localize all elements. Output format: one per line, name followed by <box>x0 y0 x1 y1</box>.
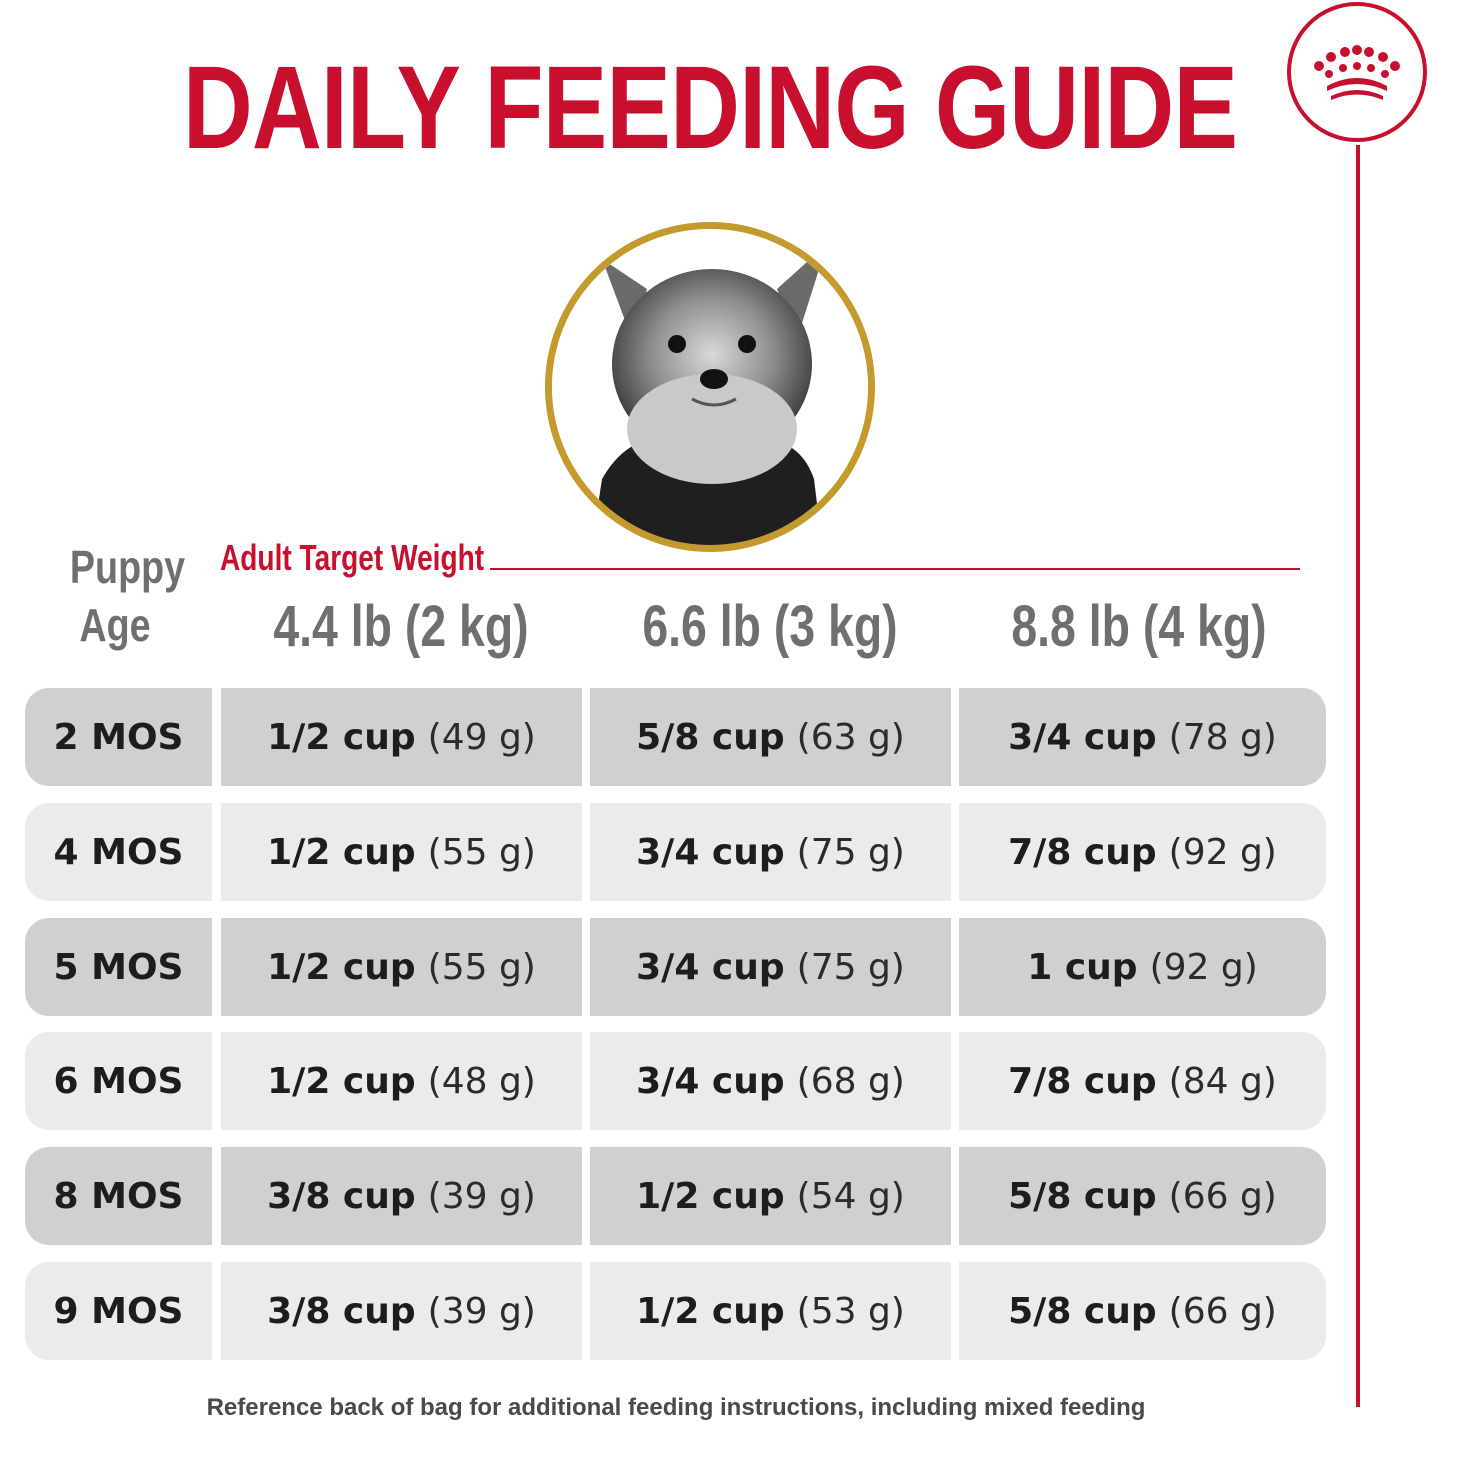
gram-amount: (39 g) <box>427 1175 536 1217</box>
gram-amount: (55 g) <box>427 831 536 873</box>
gram-amount: (49 g) <box>427 716 536 758</box>
cup-amount: 7/8 cup <box>1008 831 1157 873</box>
gram-amount: (54 g) <box>796 1175 905 1217</box>
feeding-cell: 3/4 cup (68 g) <box>590 1032 951 1130</box>
puppy-photo <box>545 222 875 552</box>
cup-amount: 3/8 cup <box>267 1175 416 1217</box>
age-header-line2: Age <box>79 599 151 651</box>
page-title: DAILY FEEDING GUIDE <box>182 42 1238 174</box>
gram-amount: (92 g) <box>1149 946 1258 988</box>
brand-vertical-line <box>1356 145 1360 1407</box>
weight-column-header: 6.6 lb (3 kg) <box>642 594 898 659</box>
cup-amount: 3/4 cup <box>1008 716 1157 758</box>
feeding-cell: 1/2 cup (49 g) <box>221 688 582 786</box>
gram-amount: (68 g) <box>796 1060 905 1102</box>
gram-amount: (39 g) <box>427 1290 536 1332</box>
feeding-cell: 1/2 cup (54 g) <box>590 1147 951 1245</box>
table-row: 6 MOS 1/2 cup (48 g) 3/4 cup (68 g) 7/8 cu… <box>25 1032 1326 1130</box>
cup-amount: 5/8 cup <box>1008 1175 1157 1217</box>
cup-amount: 1/2 cup <box>267 831 416 873</box>
row-age: 5 MOS <box>25 918 212 1016</box>
cup-amount: 1/2 cup <box>267 1060 416 1102</box>
gram-amount: (84 g) <box>1168 1060 1277 1102</box>
weight-column-header: 4.4 lb (2 kg) <box>273 594 529 659</box>
gram-amount: (66 g) <box>1168 1290 1277 1332</box>
table-row: 8 MOS 3/8 cup (39 g) 1/2 cup (54 g) 5/8 cu… <box>25 1147 1326 1245</box>
brand-logo <box>1287 2 1427 142</box>
gram-amount: (48 g) <box>427 1060 536 1102</box>
gram-amount: (75 g) <box>796 946 905 988</box>
feeding-cell: 1/2 cup (53 g) <box>590 1262 951 1360</box>
cup-amount: 3/4 cup <box>636 831 785 873</box>
feeding-cell: 5/8 cup (66 g) <box>959 1262 1326 1360</box>
weight-column-header: 8.8 lb (4 kg) <box>1011 594 1267 659</box>
gram-amount: (53 g) <box>796 1290 905 1332</box>
adult-target-weight-label: Adult Target Weight <box>220 537 485 578</box>
gram-amount: (92 g) <box>1168 831 1277 873</box>
row-age: 8 MOS <box>25 1147 212 1245</box>
row-age: 6 MOS <box>25 1032 212 1130</box>
cup-amount: 3/4 cup <box>636 946 785 988</box>
feeding-cell: 3/4 cup (75 g) <box>590 803 951 901</box>
cup-amount: 1/2 cup <box>267 716 416 758</box>
cup-amount: 7/8 cup <box>1008 1060 1157 1102</box>
table-row: 2 MOS 1/2 cup (49 g) 5/8 cup (63 g) 3/4 cu… <box>25 688 1326 786</box>
cup-amount: 1/2 cup <box>636 1290 785 1332</box>
table-row: 9 MOS 3/8 cup (39 g) 1/2 cup (53 g) 5/8 cu… <box>25 1262 1326 1360</box>
feeding-cell: 7/8 cup (92 g) <box>959 803 1326 901</box>
yorkshire-terrier-puppy-photo <box>552 229 868 545</box>
feeding-cell: 5/8 cup (63 g) <box>590 688 951 786</box>
age-header-line1: Puppy <box>69 541 186 593</box>
feeding-cell: 3/8 cup (39 g) <box>221 1147 582 1245</box>
feeding-cell: 1 cup (92 g) <box>959 918 1326 1016</box>
feeding-cell: 3/8 cup (39 g) <box>221 1262 582 1360</box>
row-age: 2 MOS <box>25 688 212 786</box>
feeding-cell: 1/2 cup (55 g) <box>221 918 582 1016</box>
cup-amount: 1/2 cup <box>636 1175 785 1217</box>
feeding-cell: 1/2 cup (55 g) <box>221 803 582 901</box>
footnote: Reference back of bag for additional fee… <box>206 1394 1146 1421</box>
gram-amount: (55 g) <box>427 946 536 988</box>
gram-amount: (78 g) <box>1168 716 1277 758</box>
cup-amount: 1 cup <box>1027 946 1138 988</box>
gram-amount: (75 g) <box>796 831 905 873</box>
row-age: 4 MOS <box>25 803 212 901</box>
table-row: 5 MOS 1/2 cup (55 g) 3/4 cup (75 g) 1 cup (… <box>25 918 1326 1016</box>
crown-icon <box>1314 45 1400 100</box>
cup-amount: 3/8 cup <box>267 1290 416 1332</box>
cup-amount: 5/8 cup <box>1008 1290 1157 1332</box>
cup-amount: 5/8 cup <box>636 716 785 758</box>
feeding-cell: 3/4 cup (75 g) <box>590 918 951 1016</box>
age-column-header: Puppy Age <box>69 538 186 654</box>
feeding-cell: 7/8 cup (84 g) <box>959 1032 1326 1130</box>
feeding-cell: 5/8 cup (66 g) <box>959 1147 1326 1245</box>
cup-amount: 1/2 cup <box>267 946 416 988</box>
gram-amount: (66 g) <box>1168 1175 1277 1217</box>
feeding-cell: 3/4 cup (78 g) <box>959 688 1326 786</box>
row-age: 9 MOS <box>25 1262 212 1360</box>
table-row: 4 MOS 1/2 cup (55 g) 3/4 cup (75 g) 7/8 cu… <box>25 803 1326 901</box>
cup-amount: 3/4 cup <box>636 1060 785 1102</box>
feeding-cell: 1/2 cup (48 g) <box>221 1032 582 1130</box>
weight-group-rule <box>490 568 1300 570</box>
gram-amount: (63 g) <box>796 716 905 758</box>
